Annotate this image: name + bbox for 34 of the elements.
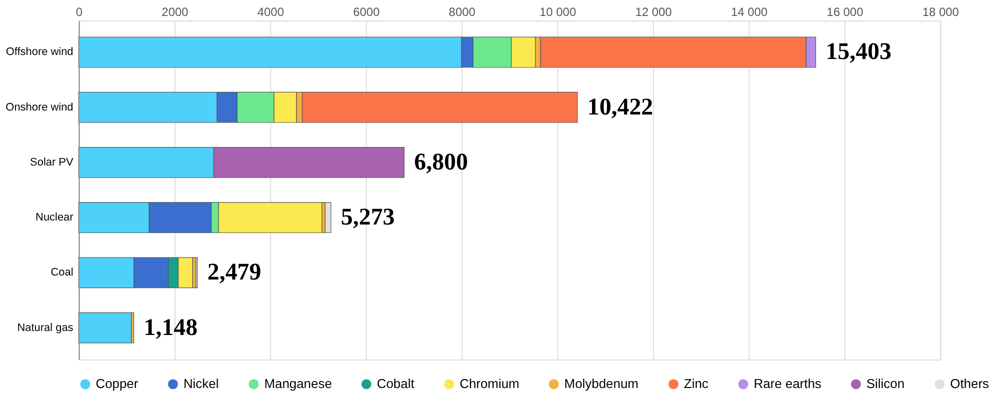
- legend-label: Manganese: [264, 376, 332, 392]
- x-tick-label: 0: [76, 5, 83, 20]
- y-tick-label: Offshore wind: [6, 46, 74, 58]
- y-tick-label: Coal: [50, 266, 74, 279]
- y-tick-label: Onshore wind: [6, 101, 74, 114]
- y-tick-label: Natural gas: [17, 322, 74, 334]
- total-label: 1,148: [144, 314, 198, 341]
- legend-label: Copper: [96, 376, 139, 392]
- x-tick-label: 16 000: [826, 5, 864, 20]
- legend-label: Rare earths: [754, 376, 822, 392]
- x-tick-label: 2000: [162, 5, 189, 20]
- total-label: 15,403: [826, 39, 892, 66]
- total-label: 5,273: [340, 204, 395, 231]
- x-tick-label: 12 000: [635, 5, 672, 20]
- total-label: 6,800: [414, 149, 468, 176]
- bar: [78, 312, 132, 344]
- legend-label: Molybdenum: [564, 376, 638, 392]
- x-tick-label: 10 000: [540, 5, 576, 20]
- legend-label: Silicon: [866, 376, 905, 392]
- x-tick-label: 14 000: [730, 5, 768, 20]
- legend-label: Others: [950, 376, 990, 392]
- x-tick-label: 18 000: [922, 5, 960, 20]
- y-tick-label: Nuclear: [36, 212, 74, 224]
- legend-label: Cobalt: [376, 376, 415, 392]
- x-tick-label: 8000: [448, 5, 476, 20]
- y-tick-label: Solar PV: [30, 156, 74, 168]
- bar: [324, 202, 332, 234]
- total-label: 10,422: [587, 94, 654, 120]
- x-tick-label: 4000: [257, 5, 284, 20]
- legend-label: Chromium: [460, 376, 520, 392]
- x-tick-label: 6000: [353, 5, 380, 20]
- legend-label: Nickel: [183, 376, 219, 392]
- total-label: 2,479: [207, 260, 262, 286]
- legend-label: Zinc: [684, 376, 709, 392]
